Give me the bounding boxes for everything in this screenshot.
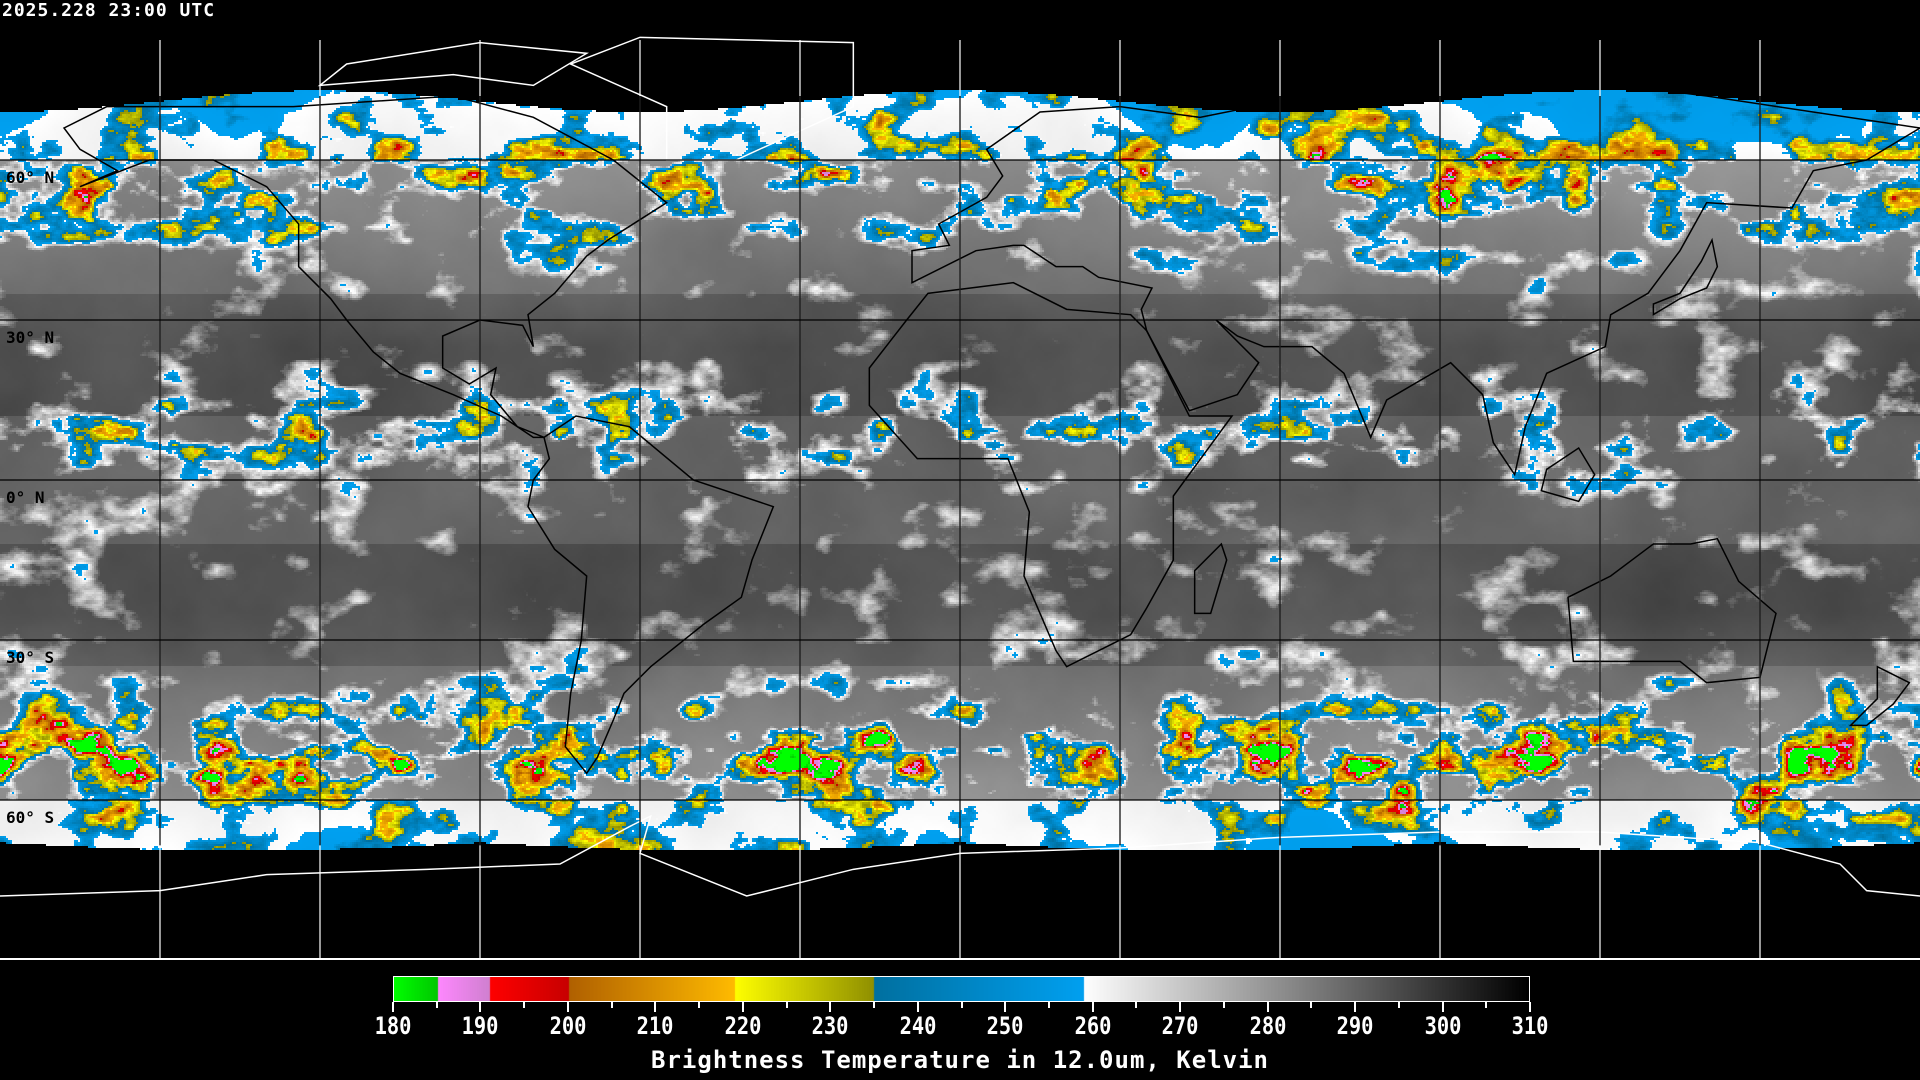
tick-label: 230 bbox=[811, 1012, 849, 1040]
minor-tick bbox=[785, 1002, 788, 1008]
lat-label-0n: 0° N bbox=[6, 488, 45, 507]
coastline-australia bbox=[1567, 537, 1777, 684]
tick-label: 240 bbox=[899, 1012, 937, 1040]
tick-label: 210 bbox=[636, 1012, 674, 1040]
tick-label: 250 bbox=[986, 1012, 1024, 1040]
minor-tick bbox=[435, 1002, 438, 1008]
minor-tick bbox=[873, 1002, 876, 1008]
tick-label: 200 bbox=[549, 1012, 587, 1040]
coastline-new-zealand bbox=[1848, 665, 1911, 727]
major-tick bbox=[1091, 1002, 1094, 1012]
tick-label: 300 bbox=[1424, 1012, 1461, 1040]
coastline-north-america bbox=[62, 95, 668, 439]
satellite-map: 2025.228 23:00 UTC 60° N 30° N 0° N 30° … bbox=[0, 0, 1920, 960]
map-bottom-border bbox=[0, 958, 1920, 960]
major-tick bbox=[566, 1002, 569, 1012]
coastline-madagascar bbox=[1193, 542, 1228, 615]
colorbar-title: Brightness Temperature in 12.0um, Kelvin bbox=[651, 1046, 1269, 1074]
minor-tick bbox=[1397, 1002, 1400, 1008]
minor-tick bbox=[960, 1002, 963, 1008]
major-tick bbox=[916, 1002, 919, 1012]
minor-tick bbox=[1135, 1002, 1138, 1008]
tick-label: 270 bbox=[1161, 1012, 1199, 1040]
major-tick bbox=[1179, 1002, 1182, 1012]
map-overlay bbox=[0, 36, 1920, 960]
major-tick bbox=[741, 1002, 744, 1012]
tick-label: 310 bbox=[1511, 1012, 1549, 1040]
lat-label-30n: 30° N bbox=[6, 328, 55, 347]
major-tick bbox=[654, 1002, 657, 1012]
tick-label: 290 bbox=[1336, 1012, 1374, 1040]
lat-label-60n: 60° N bbox=[6, 168, 55, 187]
coastline-borneo bbox=[1540, 446, 1596, 503]
coastline-south-america bbox=[527, 415, 775, 775]
tick-label: 190 bbox=[462, 1012, 499, 1040]
major-tick bbox=[1004, 1002, 1007, 1012]
tick-label: 220 bbox=[724, 1012, 762, 1040]
minor-tick bbox=[523, 1002, 526, 1008]
major-tick bbox=[829, 1002, 832, 1012]
tick-label: 180 bbox=[374, 1012, 412, 1040]
lat-label-60s: 60° S bbox=[6, 808, 55, 827]
minor-tick bbox=[1222, 1002, 1225, 1008]
minor-tick bbox=[1047, 1002, 1050, 1008]
major-tick bbox=[479, 1002, 482, 1012]
colorbar bbox=[393, 976, 1530, 1002]
coastline-greenland bbox=[568, 36, 855, 161]
minor-tick bbox=[1485, 1002, 1488, 1008]
lat-label-30s: 30° S bbox=[6, 648, 55, 667]
major-tick bbox=[1529, 1002, 1531, 1012]
coastline-africa bbox=[868, 281, 1234, 668]
coastline-arctic-islands bbox=[317, 41, 589, 87]
minor-tick bbox=[610, 1002, 613, 1008]
coastline-eurasia bbox=[911, 68, 1920, 477]
major-tick bbox=[1354, 1002, 1357, 1012]
timestamp: 2025.228 23:00 UTC bbox=[2, 0, 216, 21]
major-tick bbox=[1441, 1002, 1444, 1012]
major-tick bbox=[1266, 1002, 1269, 1012]
major-tick bbox=[392, 1002, 394, 1012]
tick-label: 260 bbox=[1074, 1012, 1112, 1040]
tick-label: 280 bbox=[1249, 1012, 1287, 1040]
colorbar-gradient bbox=[394, 977, 1529, 1001]
coastline-japan bbox=[1652, 237, 1719, 316]
minor-tick bbox=[698, 1002, 701, 1008]
minor-tick bbox=[1310, 1002, 1313, 1008]
